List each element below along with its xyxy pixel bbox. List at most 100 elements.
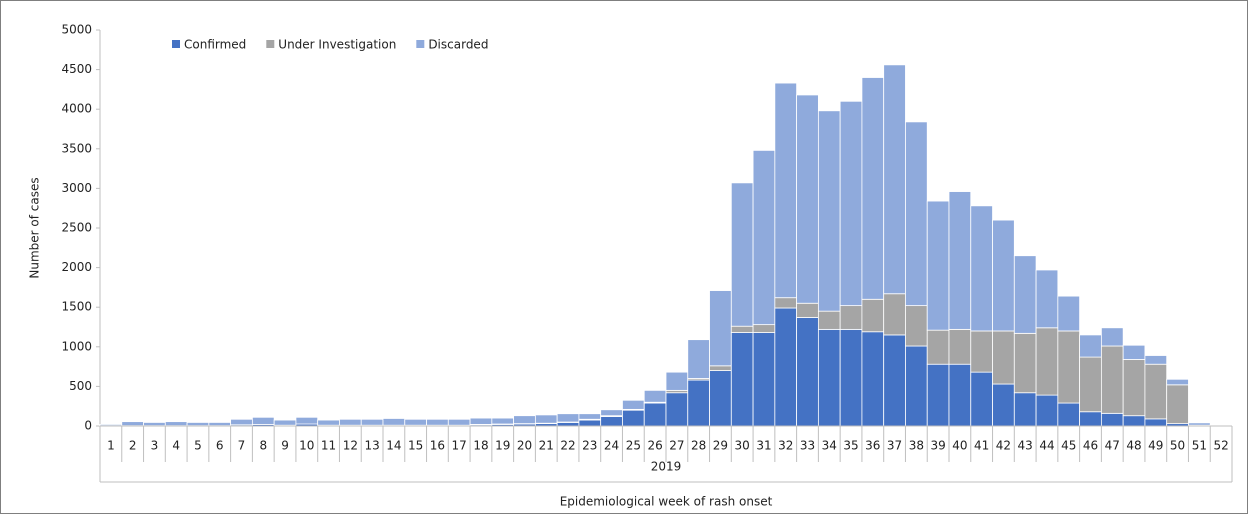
x-tick-label: 7 xyxy=(238,439,246,453)
bar-segment xyxy=(556,422,580,427)
bar-segment xyxy=(861,77,885,300)
x-tick-label: 24 xyxy=(604,439,619,453)
bar-segment xyxy=(839,100,863,307)
x-tick-label: 34 xyxy=(822,439,837,453)
bar-segment xyxy=(1100,345,1124,414)
bar-segment xyxy=(730,332,754,427)
bar-segment xyxy=(622,409,645,427)
bar-segment xyxy=(295,416,319,425)
y-tick-label: 0 xyxy=(84,419,92,433)
x-tick-label: 14 xyxy=(386,439,401,453)
bar-segment xyxy=(578,419,602,427)
x-tick-label: 1 xyxy=(107,439,115,453)
x-tick-label: 21 xyxy=(539,439,554,453)
x-tick-label: 37 xyxy=(887,439,902,453)
bar-segment xyxy=(556,413,580,423)
bar-segment xyxy=(926,329,950,365)
legend-swatch xyxy=(172,40,180,48)
x-tick-label: 28 xyxy=(691,439,706,453)
bar-segment xyxy=(1144,418,1168,427)
bar-segment xyxy=(1035,327,1059,396)
x-tick-label: 35 xyxy=(843,439,858,453)
bar-segment xyxy=(99,424,123,427)
bar-segment xyxy=(905,345,928,427)
y-tick-label: 4500 xyxy=(61,62,92,76)
x-tick-label: 42 xyxy=(996,439,1011,453)
x-tick-label: 9 xyxy=(281,439,289,453)
bar-segment xyxy=(143,422,166,427)
x-tick-label: 12 xyxy=(343,439,358,453)
bar-segment xyxy=(1166,378,1189,386)
x-tick-label: 31 xyxy=(756,439,771,453)
x-tick-label: 3 xyxy=(151,439,159,453)
x-tick-label: 52 xyxy=(1213,439,1228,453)
bar-segment xyxy=(796,302,819,318)
bar-segment xyxy=(709,370,732,427)
bar-segment xyxy=(251,416,275,425)
bar-segment xyxy=(1035,269,1059,329)
bar-segment xyxy=(730,182,754,327)
bar-segment xyxy=(926,200,950,331)
x-tick-label: 25 xyxy=(626,439,641,453)
bar-segment xyxy=(752,324,776,333)
x-tick-label: 43 xyxy=(1018,439,1033,453)
x-tick-label: 47 xyxy=(1105,439,1120,453)
bar-segment xyxy=(186,422,210,427)
bar-segment xyxy=(796,94,819,304)
x-group-label: 2019 xyxy=(651,460,682,474)
y-tick-label: 1000 xyxy=(61,339,92,353)
bar-segment xyxy=(709,365,732,371)
bar-segment xyxy=(643,402,667,427)
y-tick-label: 3000 xyxy=(61,181,92,195)
bar-segment xyxy=(709,290,732,367)
x-tick-label: 36 xyxy=(865,439,880,453)
y-tick-label: 5000 xyxy=(61,23,92,37)
bar-segment xyxy=(817,110,841,312)
bar-segment xyxy=(992,330,1015,385)
bar-segment xyxy=(905,121,928,307)
bar-segment xyxy=(1166,384,1189,425)
x-tick-label: 8 xyxy=(259,439,267,453)
bar-segment xyxy=(1122,359,1146,417)
bar-segment xyxy=(1057,402,1081,427)
bar-segment xyxy=(861,331,885,427)
bar-segment xyxy=(665,371,689,391)
bar-segment xyxy=(360,418,384,426)
bar-segment xyxy=(948,328,972,365)
x-tick-label: 26 xyxy=(647,439,662,453)
x-tick-label: 41 xyxy=(974,439,989,453)
bar-segment xyxy=(1122,415,1146,427)
bar-segment xyxy=(774,297,798,309)
bar-segment xyxy=(730,325,754,333)
bar-segment xyxy=(1144,355,1168,365)
x-tick-label: 11 xyxy=(321,439,336,453)
x-axis-title: Epidemiological week of rash onset xyxy=(560,495,773,509)
bar-segment xyxy=(992,219,1015,332)
bar-segment xyxy=(1013,392,1037,427)
x-tick-label: 5 xyxy=(194,439,202,453)
bar-segment xyxy=(1035,394,1059,427)
bar-segment xyxy=(404,418,427,426)
bar-segment xyxy=(1079,411,1102,427)
bar-segment xyxy=(752,149,776,326)
bar-segment xyxy=(469,417,493,425)
x-tick-label: 32 xyxy=(778,439,793,453)
bar-segment xyxy=(883,293,906,336)
bar-segment xyxy=(121,421,144,427)
bar-segment xyxy=(1144,363,1168,420)
bar-segment xyxy=(622,399,645,410)
bar-segment xyxy=(600,409,623,417)
x-tick-label: 50 xyxy=(1170,439,1185,453)
x-tick-label: 15 xyxy=(408,439,423,453)
bar-segment xyxy=(948,191,972,330)
bar-segment xyxy=(643,389,667,403)
y-tick-label: 2000 xyxy=(61,260,92,274)
x-tick-label: 49 xyxy=(1148,439,1163,453)
bar-segment xyxy=(774,307,798,427)
legend-swatch xyxy=(266,40,275,48)
bar-segment xyxy=(665,392,689,427)
bar-segment xyxy=(513,415,536,425)
bar-segment xyxy=(273,419,297,426)
